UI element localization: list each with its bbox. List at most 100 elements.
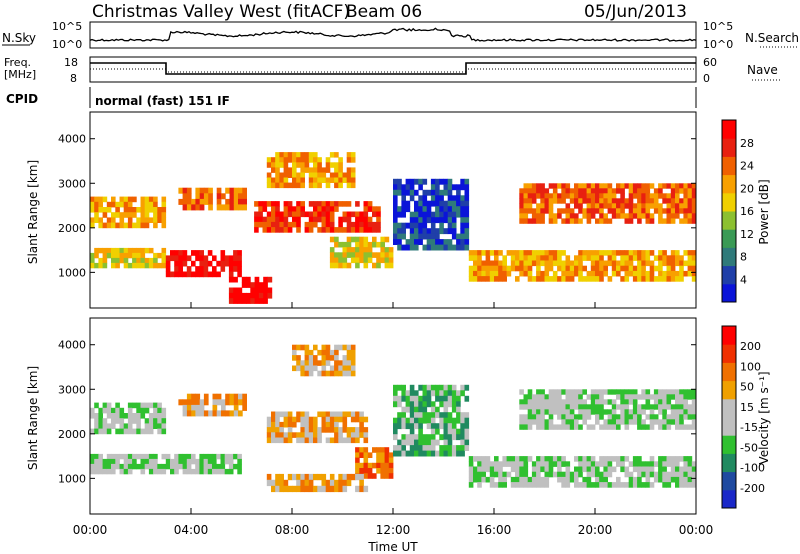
- heatmap-cell: [144, 207, 150, 213]
- freq-unit: [MHz]: [4, 68, 36, 81]
- heatmap-cell: [304, 221, 310, 228]
- heatmap-cell: [136, 428, 141, 435]
- heatmap-cell: [590, 213, 596, 219]
- heatmap-cell: [595, 482, 600, 488]
- heatmap-cell: [548, 399, 554, 405]
- heatmap-cell: [271, 206, 276, 212]
- heatmap-cell: [228, 463, 234, 470]
- heatmap-cell: [443, 439, 449, 446]
- heatmap-cell: [422, 412, 428, 419]
- heatmap-cell: [603, 389, 608, 395]
- heatmap-cell: [691, 183, 697, 189]
- heatmap-cell: [683, 260, 688, 267]
- heatmap-cell: [266, 473, 272, 481]
- heatmap-cell: [616, 389, 621, 395]
- heatmap-cell: [679, 482, 684, 488]
- heatmap-cell: [329, 252, 335, 258]
- heatmap-cell: [123, 196, 129, 203]
- heatmap-cell: [683, 208, 688, 214]
- heatmap-cell: [321, 177, 327, 183]
- heatmap-cell: [670, 198, 676, 204]
- heatmap-cell: [350, 365, 356, 372]
- heatmap-cell: [460, 184, 465, 191]
- heatmap-cell: [123, 423, 129, 429]
- heatmap-cell: [140, 222, 146, 229]
- heatmap-cell: [519, 424, 524, 430]
- heatmap-cell: [536, 213, 541, 219]
- heatmap-cell: [565, 476, 571, 483]
- heatmap-cell: [675, 270, 680, 277]
- heatmap-cell: [144, 247, 150, 254]
- heatmap-cell: [599, 270, 604, 277]
- heatmap-cell: [641, 471, 646, 478]
- colorbar-swatch: [722, 489, 736, 509]
- heatmap-cell: [430, 401, 436, 408]
- heatmap-cell: [666, 183, 672, 189]
- heatmap-cell: [182, 399, 188, 406]
- heatmap-cell: [569, 399, 575, 405]
- heatmap-cell: [296, 360, 301, 366]
- heatmap-cell: [561, 250, 566, 256]
- heatmap-cell: [153, 413, 158, 419]
- heatmap-cell: [317, 473, 322, 481]
- heatmap-cell: [313, 167, 318, 173]
- heatmap-cell: [628, 482, 634, 488]
- heatmap-cell: [557, 213, 562, 219]
- heatmap-cell: [653, 389, 659, 395]
- nsearch-label: N.Search: [745, 31, 799, 45]
- heatmap-cell: [287, 473, 293, 481]
- heatmap-cell: [334, 201, 339, 207]
- heatmap-cell: [182, 193, 188, 200]
- heatmap-cell: [649, 276, 655, 282]
- heatmap-cell: [242, 404, 247, 411]
- x-tick-label: 00:00: [679, 523, 714, 537]
- heatmap-cell: [666, 270, 672, 277]
- heatmap-cell: [94, 418, 99, 424]
- heatmap-cell: [679, 456, 684, 462]
- heatmap-cell: [161, 262, 167, 269]
- heatmap-cell: [233, 393, 239, 400]
- heatmap-cell: [325, 216, 331, 223]
- heatmap-cell: [229, 193, 235, 200]
- heatmap-cell: [586, 466, 592, 473]
- heatmap-cell: [548, 409, 554, 415]
- heatmap-cell: [464, 417, 470, 424]
- heatmap-cell: [334, 365, 339, 372]
- heatmap-cell: [666, 218, 672, 224]
- heatmap-cell: [586, 276, 592, 282]
- heatmap-cell: [338, 172, 343, 178]
- heatmap-cell: [300, 421, 305, 428]
- heatmap-cell: [283, 157, 289, 163]
- heatmap-cell: [140, 428, 146, 435]
- heatmap-cell: [90, 207, 95, 213]
- heatmap-cell: [620, 265, 625, 272]
- heatmap-cell: [531, 399, 537, 405]
- heatmap-cell: [658, 419, 663, 425]
- heatmap-cell: [523, 255, 529, 261]
- heatmap-cell: [590, 270, 596, 277]
- heatmap-cell: [443, 428, 449, 435]
- heatmap-cell: [687, 198, 693, 204]
- heatmap-cell: [578, 265, 583, 272]
- heatmap-cell: [430, 228, 436, 235]
- heatmap-cell: [544, 188, 550, 194]
- heatmap-cell: [679, 188, 684, 194]
- heatmap-cell: [127, 217, 133, 223]
- heatmap-cell: [271, 485, 276, 493]
- heatmap-cell: [241, 292, 247, 299]
- heatmap-cell: [90, 222, 95, 229]
- heatmap-cell: [658, 260, 663, 267]
- heatmap-cell: [683, 188, 688, 194]
- heatmap-cell: [447, 395, 453, 402]
- heatmap-cell: [300, 427, 305, 433]
- heatmap-cell: [115, 247, 120, 254]
- heatmap-cell: [691, 255, 697, 261]
- heatmap-cell: [561, 218, 566, 224]
- heatmap-cell: [506, 456, 512, 462]
- nsky-frame: [89, 21, 697, 49]
- heatmap-cell: [628, 183, 634, 189]
- heatmap-cell: [338, 227, 343, 233]
- heatmap-cell: [338, 370, 343, 377]
- heatmap-cell: [350, 432, 356, 438]
- heatmap-cell: [283, 411, 289, 418]
